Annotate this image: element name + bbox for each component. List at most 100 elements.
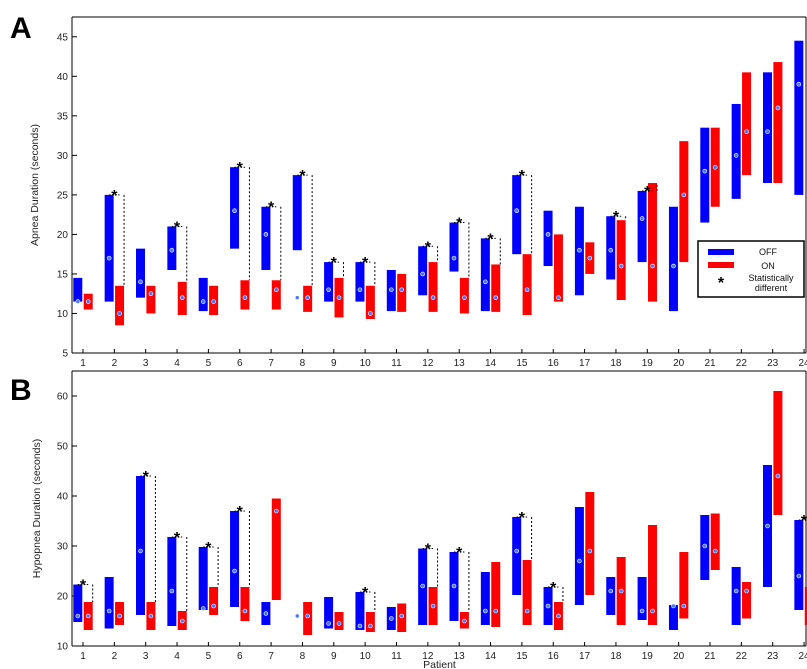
bar-off-A-21 xyxy=(700,127,710,223)
median-dot-off-B-6 xyxy=(232,568,237,574)
median-dot-on-A-6 xyxy=(242,295,248,300)
bar-off-A-3 xyxy=(136,248,145,298)
median-dot-off-B-19 xyxy=(639,608,645,614)
panel-letter-A: A xyxy=(10,12,32,45)
x-tick-label: 11 xyxy=(391,651,402,662)
x-tick-label: 2 xyxy=(112,651,118,662)
median-dot-on-A-4 xyxy=(179,295,185,300)
y-tick-label: 20 xyxy=(57,230,69,241)
x-tick-label: 10 xyxy=(360,358,372,369)
x-tick-label: 24 xyxy=(798,358,807,369)
median-dot-on-B-19 xyxy=(650,608,655,614)
bar-off-B-10 xyxy=(355,592,365,630)
y-tick-label: 30 xyxy=(57,151,69,162)
median-dot-on-B-4 xyxy=(179,618,185,624)
median-dot-off-A-6 xyxy=(232,208,237,213)
y-tick-label: 5 xyxy=(62,349,68,360)
bar-on-B-17 xyxy=(585,492,595,595)
y-axis-label: Hypopnea Duration (seconds) xyxy=(31,439,43,579)
median-dot-on-A-2 xyxy=(117,311,122,316)
median-dot-off-A-2 xyxy=(106,255,112,261)
significance-star: * xyxy=(550,580,557,597)
significance-star: * xyxy=(801,513,807,530)
legend-label-on: ON xyxy=(761,261,775,271)
bar-on-A-15 xyxy=(522,254,532,316)
median-dot-on-A-13 xyxy=(462,295,467,300)
bar-on-B-7 xyxy=(271,498,281,600)
bar-off-B-2 xyxy=(104,577,114,629)
x-tick-label: 7 xyxy=(268,651,274,662)
significance-star: * xyxy=(80,578,87,595)
x-tick-label: 21 xyxy=(704,358,716,369)
x-tick-label: 3 xyxy=(143,651,149,662)
significance-star: * xyxy=(613,209,620,226)
legend-swatch-off xyxy=(708,249,734,255)
median-dot-off-B-15 xyxy=(514,548,520,554)
bar-off-A-6 xyxy=(230,167,240,249)
significance-star: * xyxy=(174,530,181,547)
significance-star: * xyxy=(362,255,369,272)
legend-label-sig-line2: different xyxy=(755,283,788,293)
panel-letter-B: B xyxy=(10,374,32,407)
median-dot-off-A-8 xyxy=(294,295,300,300)
bar-off-A-7 xyxy=(261,206,271,270)
bar-on-A-10 xyxy=(365,285,375,320)
x-tick-label: 20 xyxy=(673,358,685,369)
bar-on-A-11 xyxy=(397,273,407,312)
median-dot-off-A-10 xyxy=(357,287,363,293)
x-tick-label: 18 xyxy=(610,651,622,662)
median-dot-off-B-7 xyxy=(263,611,269,616)
bar-off-B-24 xyxy=(794,520,804,610)
bar-off-B-3 xyxy=(136,476,145,615)
x-tick-label: 4 xyxy=(174,358,180,369)
median-dot-on-B-3 xyxy=(148,613,154,619)
bar-on-A-7 xyxy=(271,280,281,310)
x-tick-label: 6 xyxy=(237,358,243,369)
median-dot-on-B-23 xyxy=(775,473,781,479)
median-dot-off-A-11 xyxy=(388,287,394,293)
x-tick-label: 10 xyxy=(360,651,372,662)
bar-off-A-15 xyxy=(512,175,522,255)
median-dot-on-A-15 xyxy=(524,287,530,293)
x-tick-label: 22 xyxy=(736,651,748,662)
median-dot-on-A-11 xyxy=(399,287,405,293)
median-dot-on-B-22 xyxy=(744,588,749,594)
bar-off-B-4 xyxy=(167,537,177,626)
median-dot-on-A-23 xyxy=(775,105,781,111)
significance-star: * xyxy=(362,585,369,602)
bar-on-B-20 xyxy=(679,552,689,619)
median-dot-off-B-23 xyxy=(765,523,770,529)
median-dot-on-B-14 xyxy=(493,608,499,614)
median-dot-on-A-14 xyxy=(493,295,499,300)
median-dot-off-B-20 xyxy=(671,603,676,609)
x-tick-label: 9 xyxy=(331,358,337,369)
median-dot-on-B-18 xyxy=(618,588,624,594)
x-tick-label: 18 xyxy=(610,358,622,369)
y-tick-label: 10 xyxy=(57,642,69,653)
bar-on-B-8 xyxy=(303,602,313,635)
x-tick-label: 13 xyxy=(454,358,466,369)
bar-on-B-10 xyxy=(365,612,375,632)
x-tick-label: 23 xyxy=(767,358,779,369)
bar-on-A-23 xyxy=(773,62,783,184)
median-dot-off-B-17 xyxy=(577,558,582,564)
median-dot-off-B-9 xyxy=(326,621,331,626)
median-dot-on-B-11 xyxy=(399,613,405,619)
median-dot-off-A-17 xyxy=(577,247,582,253)
x-tick-label: 1 xyxy=(80,651,86,662)
median-dot-off-B-14 xyxy=(483,608,488,614)
x-tick-label: 15 xyxy=(516,651,528,662)
median-dot-off-A-22 xyxy=(733,153,739,158)
legend-swatch-on xyxy=(708,262,734,268)
significance-star: * xyxy=(519,168,526,185)
median-dot-on-B-9 xyxy=(336,621,342,626)
bar-off-B-6 xyxy=(230,511,240,607)
median-dot-on-A-5 xyxy=(211,299,216,304)
x-tick-label: 11 xyxy=(391,358,402,369)
median-dot-on-A-21 xyxy=(712,164,718,170)
x-tick-label: 5 xyxy=(206,651,212,662)
median-dot-off-A-16 xyxy=(545,232,551,237)
median-dot-off-A-13 xyxy=(451,255,457,261)
y-axis-label: Apnea Duration (seconds) xyxy=(29,124,41,246)
significance-star: * xyxy=(456,545,463,562)
